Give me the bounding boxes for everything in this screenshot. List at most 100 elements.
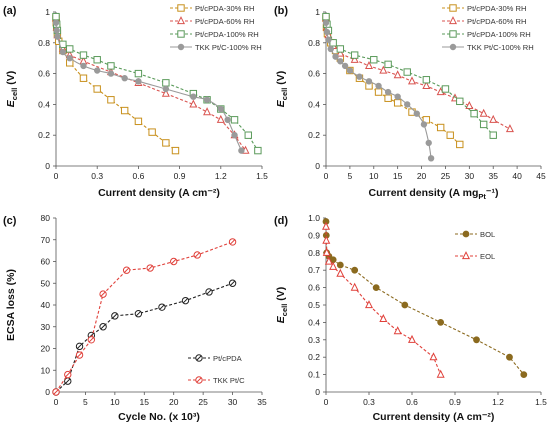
data-point [393,326,402,335]
legend-label: Pt/cPDA-30% RH [467,4,527,13]
data-point [162,79,170,87]
y-tick-label: 30 [41,322,51,332]
legend-marker [449,30,457,38]
x-tick-label: 5 [83,397,88,407]
x-tick-label: 1.5 [256,171,268,181]
y-tick-label: 0.4 [308,317,320,327]
marker-slash [65,378,71,384]
y-tick-label: 0.2 [308,352,320,362]
data-point [52,12,60,21]
data-point [407,334,417,343]
marker-slash [194,252,201,258]
x-tick-label: 15 [393,171,403,181]
data-point [422,76,431,84]
data-point [322,12,330,21]
data-point [420,121,428,128]
data-point [404,101,411,108]
data-point [506,353,513,361]
panel-label: (d) [274,215,288,227]
data-point [66,45,74,53]
marker-slash [88,337,95,343]
data-point [66,55,73,62]
data-point [162,85,170,93]
data-point [93,67,101,74]
y-axis-label-part: E [275,99,287,107]
data-point [384,60,392,69]
data-point [394,93,401,100]
data-point [372,284,380,292]
data-point [393,99,402,107]
legend-item: Pt/cPDA-60% RH [170,16,255,26]
data-point [374,88,383,96]
data-point [441,85,450,93]
data-point [87,336,96,344]
legend-item: TKK Pt/C [188,376,245,385]
data-point [203,107,212,116]
data-point [479,120,488,129]
y-tick-label: 0.4 [308,99,320,109]
x-tick-label: 25 [198,397,208,407]
data-point [413,110,420,117]
legend-marker [195,376,203,384]
data-point [403,68,411,76]
data-point [189,99,198,108]
y-axis-label-part: (V) [275,287,287,304]
series-pt-cpda-30-rh [52,14,180,155]
data-point [350,51,359,59]
data-point [64,370,72,379]
legend-label: TKK Pt/C-100% RH [467,43,534,52]
y-tick-label: 1.0 [308,213,320,223]
data-point [437,318,445,326]
data-point [350,54,359,63]
x-tick-label: 0 [54,397,59,407]
y-tick-label: 10 [41,365,51,375]
y-tick-label: 0.8 [308,38,320,48]
data-point [181,296,190,305]
legend-marker [195,354,203,362]
data-point [473,336,480,344]
y-tick-label: 40 [41,300,51,310]
marker-slash [196,377,202,383]
data-point [99,290,107,298]
data-point [327,45,334,53]
x-tick-label: 25 [441,171,451,181]
data-point [59,48,67,56]
data-point [93,85,101,93]
y-tick-label: 0 [45,387,50,397]
data-point [351,266,359,274]
series-line [325,221,525,375]
panel-b: (b) 0 5 10 15 20 25 30 35 40 45 0 0.2 0.4 0.6 0.8 1 Curre… [274,4,546,201]
y-tick-label: 0.6 [308,69,320,79]
marker-slash [135,310,142,317]
x-axis-label: Current density (A cm⁻²) [373,411,495,423]
x-tick-label: 35 [257,397,267,407]
legend-marker [448,16,458,25]
y-tick-label: 60 [41,257,51,267]
data-point [80,62,87,70]
marker-slash [196,355,202,361]
data-point [228,279,237,287]
data-point [393,70,402,79]
y-axis-label: Ecell (V) [275,287,289,323]
y-tick-label: 0.9 [308,230,320,240]
legend-marker [449,4,457,12]
data-point [79,74,88,82]
data-point [254,146,262,155]
legend-label: BOL [480,230,495,239]
data-point [364,60,374,69]
data-point [228,238,237,246]
series-tkk-pt-c-100-rh [322,19,435,162]
data-point [120,106,129,115]
x-tick-label: 0.9 [174,171,186,181]
legend-label: Pt/cPDA-30% RH [195,4,255,13]
x-axis-label: Cycle No. (x 10³) [118,411,200,423]
data-point [489,114,498,123]
series-tkk-pt-c-100-rh [52,19,245,154]
legend-marker [177,4,185,12]
y-tick-label: 0.7 [308,265,320,275]
x-axis-label-sub: Pt [478,192,486,201]
marker-slash [123,267,130,273]
y-axis-label: Ecell (V) [275,71,289,107]
y-tick-label: 1 [315,7,320,17]
